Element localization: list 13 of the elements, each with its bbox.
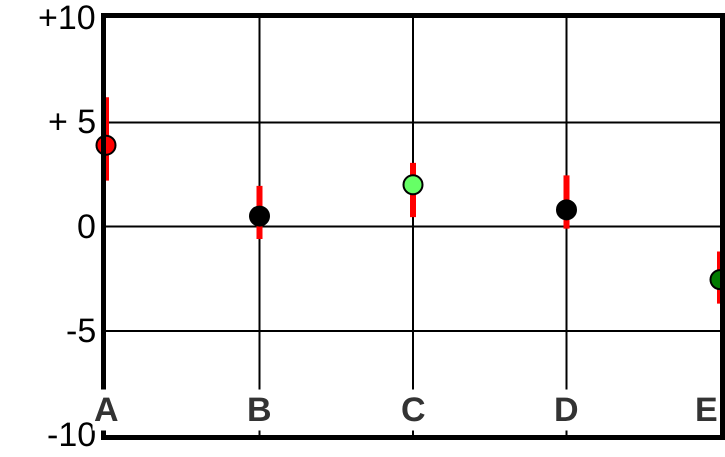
x-tick-label: A <box>94 391 119 429</box>
y-tick-label: + 5 <box>48 103 96 141</box>
point <box>556 199 577 220</box>
x-tick-label: B <box>247 391 272 429</box>
y-tick-label: -10 <box>47 416 96 454</box>
x-tick-label: D <box>554 391 579 429</box>
point <box>402 174 424 196</box>
y-tick-label: 0 <box>77 208 96 246</box>
y-tick-label: +10 <box>38 0 96 37</box>
point <box>249 206 270 227</box>
x-tick-label: C <box>401 391 426 429</box>
y-tick-label: -5 <box>66 312 96 350</box>
x-tick-label: E <box>695 391 718 429</box>
